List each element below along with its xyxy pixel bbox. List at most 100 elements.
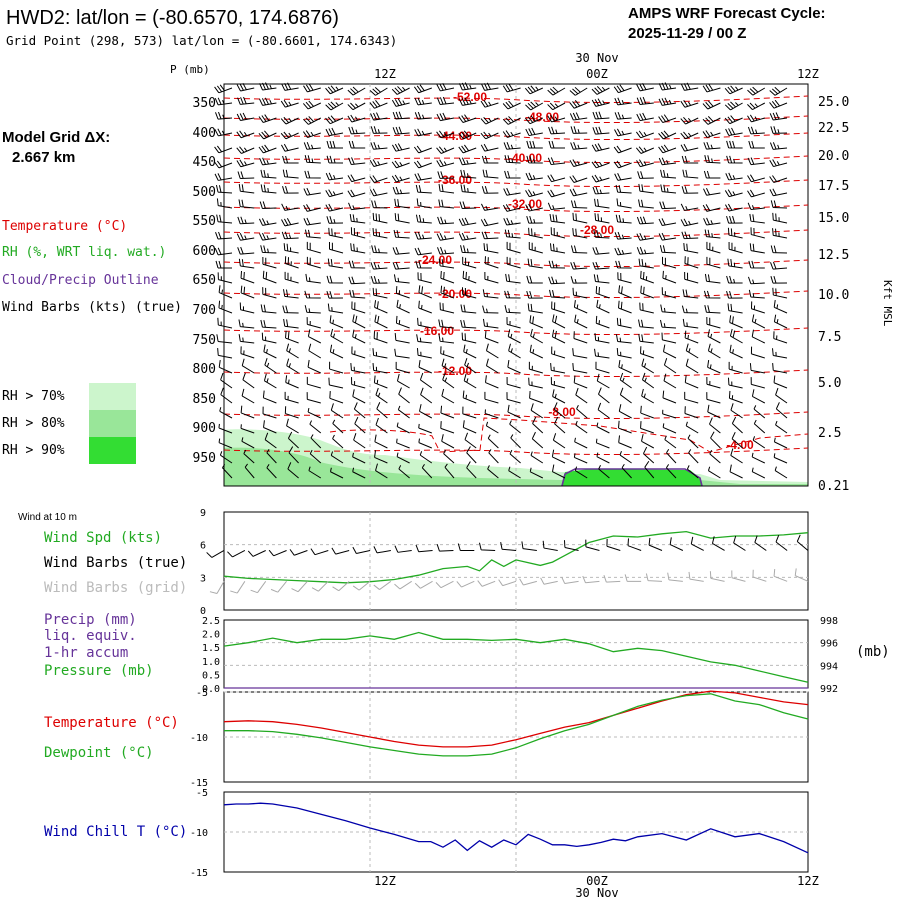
- pressure-line: [223, 631, 809, 683]
- wind-barb: [282, 169, 299, 179]
- legend-rh80: RH > 80%: [2, 416, 65, 431]
- wind-barb-grid: [332, 580, 350, 592]
- wind-barb: [658, 144, 677, 154]
- wind-barb: [707, 343, 721, 359]
- wind-barb: [529, 390, 543, 404]
- wind-barb: [526, 155, 543, 164]
- wind-barb: [484, 391, 499, 404]
- height-tick-label: 5.0: [818, 376, 841, 391]
- windchill-line: [223, 802, 809, 854]
- wind-barb: [769, 99, 788, 109]
- wind-barb: [725, 127, 743, 137]
- wind-barb: [303, 142, 321, 150]
- wind-barb: [570, 245, 588, 254]
- wind-barb: [460, 304, 477, 314]
- wind-barb-grid: [209, 581, 225, 594]
- wind-barb: [374, 300, 388, 314]
- wind-barb: [244, 463, 255, 479]
- wind-barb: [704, 155, 721, 164]
- wind-barb: [614, 247, 632, 256]
- wind-barb: [525, 101, 544, 111]
- isotherm-line: [223, 447, 809, 456]
- wind-barb: [686, 465, 699, 479]
- top-time-label-12z: 12Z: [374, 67, 396, 81]
- wind-barb: [238, 258, 255, 269]
- wind-barb: [458, 144, 477, 154]
- wind-barb: [215, 111, 233, 120]
- wind-barb: [281, 203, 299, 211]
- wind-barb: [662, 423, 677, 434]
- wind-barb: [216, 334, 233, 344]
- wind-barb-grid: [270, 581, 287, 593]
- wind-barb: [769, 86, 788, 96]
- top-time-label-12z-end: 12Z: [797, 67, 819, 81]
- pressure-tick-label: 350: [193, 96, 216, 111]
- legend-rh70: RH > 70%: [2, 389, 65, 404]
- wind-barb: [262, 406, 277, 419]
- wind-barb: [641, 372, 655, 389]
- precip-tick-label: 2.5: [202, 616, 220, 627]
- wind-barb: [503, 217, 521, 226]
- wind-barb: [458, 82, 477, 91]
- wind-barb: [753, 405, 766, 419]
- height-tick-label: 15.0: [818, 211, 849, 226]
- wind-barb: [259, 97, 277, 106]
- wind-barb: [481, 155, 499, 164]
- wind-barb: [418, 423, 432, 434]
- wind-barb: [636, 216, 654, 225]
- wind-barb: [375, 417, 388, 434]
- wind-barb: [441, 434, 455, 449]
- wind-barb: [593, 229, 610, 239]
- pressure-tick-label: 600: [193, 244, 216, 259]
- wind-barb: [392, 261, 410, 270]
- wind-barb: [460, 169, 477, 179]
- isotherm-label: -4.00: [726, 438, 754, 452]
- wind-barb: [214, 173, 233, 181]
- wind-barb-grid: [414, 580, 433, 589]
- wind-barb: [482, 305, 499, 314]
- wind-barb: [237, 216, 255, 225]
- wind-barb: [753, 419, 766, 434]
- pressure-tick-label: 450: [193, 155, 216, 170]
- wind-barb: [237, 96, 255, 105]
- wind-barb: [661, 332, 677, 344]
- wind-barb: [217, 272, 233, 284]
- wind-barb: [749, 363, 765, 374]
- wind-barb: [239, 302, 255, 314]
- wind-barb-grid: [752, 569, 767, 582]
- wind-barb: [349, 213, 366, 224]
- wind-barb: [750, 301, 765, 314]
- wind-barb-true: [690, 536, 704, 551]
- wind-barb: [440, 285, 455, 299]
- wind-barb: [618, 285, 632, 299]
- wind-barb-grid: [667, 572, 683, 582]
- height-tick-label: 17.5: [818, 179, 849, 194]
- wind-barb: [348, 140, 366, 149]
- wind-barb: [436, 83, 455, 92]
- wind-barb: [748, 289, 765, 299]
- wind-barb: [658, 218, 677, 226]
- wind-barb: [570, 276, 588, 284]
- wind-barb: [769, 175, 788, 183]
- wind-barb: [484, 271, 499, 284]
- wind-barb: [282, 305, 299, 314]
- wind-barb: [354, 416, 366, 434]
- wind-barb: [391, 143, 410, 152]
- pressure-tick-label: 750: [193, 333, 216, 348]
- model-grid-value: 2.667 km: [12, 149, 75, 166]
- wind-barb: [415, 214, 432, 224]
- bottom-time-label-12z-end: 12Z: [797, 874, 819, 888]
- wind-barb: [547, 189, 566, 198]
- height-tick-label: 0.21: [818, 479, 849, 494]
- wind-barb-true: [521, 541, 537, 551]
- wind-barbs-true-label: Wind Barbs (true): [44, 555, 187, 571]
- pressure-tick-label: 650: [193, 273, 216, 288]
- wind-barb: [326, 216, 344, 224]
- cycle-time: 2025-11-29 / 00 Z: [628, 25, 746, 42]
- wind-barb: [482, 289, 499, 299]
- wind-barb: [684, 391, 699, 404]
- wind-barb: [439, 302, 455, 314]
- wind-barb: [775, 402, 788, 419]
- wind-barb: [616, 198, 632, 209]
- temperature-line: [223, 690, 809, 748]
